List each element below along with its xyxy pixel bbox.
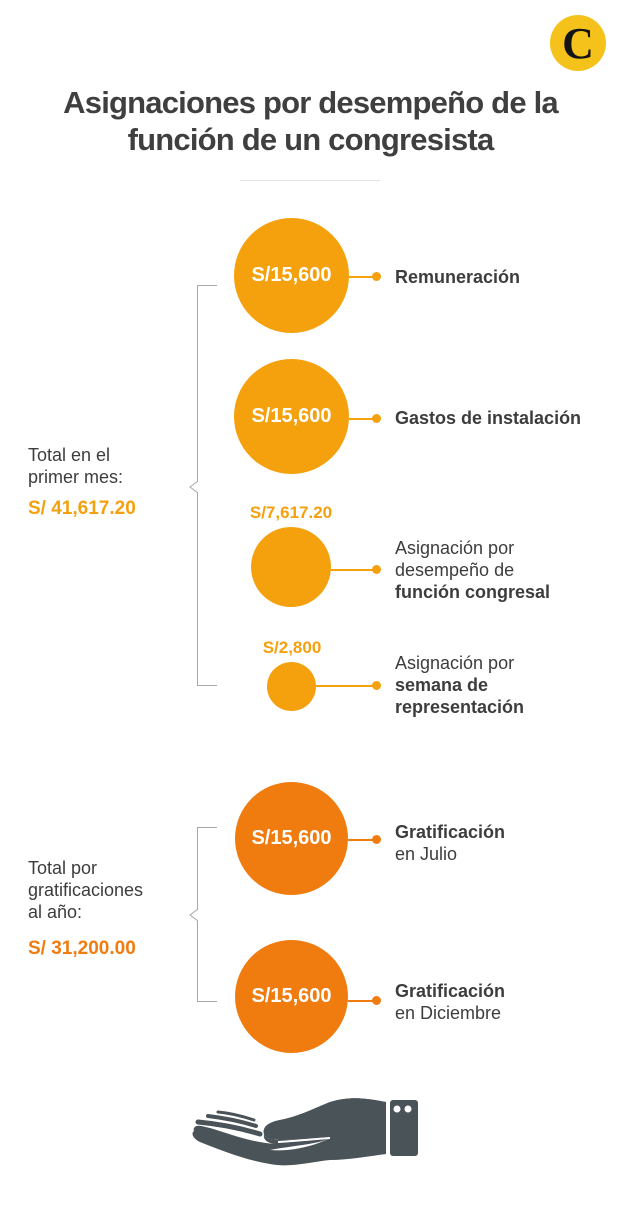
funcion-congresal-amount: S/7,617.20 <box>249 503 333 522</box>
el-comercio-logo: C <box>550 15 606 71</box>
bonus-total-label-line-1: Total por <box>28 858 98 878</box>
semana-representacion-amount: S/2,800 <box>262 638 322 657</box>
remuneracion-label: Remuneración <box>395 266 520 288</box>
gastos-instalacion-label-text: Gastos de instalación <box>395 408 582 428</box>
gratificacion-julio-label: Gratificación en Julio <box>395 821 505 865</box>
gratificacion-julio-connector <box>348 839 376 841</box>
gratificacion-diciembre-label-regular: en Diciembre <box>395 1003 502 1023</box>
bonus-total-label: Total por gratificaciones al año: <box>28 857 143 923</box>
gastos-instalacion-amount: S/15,600 <box>251 405 332 427</box>
funcion-congresal-label-bold: función congresal <box>395 582 551 602</box>
monthly-total-value: S/ 41,617.20 <box>28 498 136 519</box>
gastos-instalacion-circle: S/15,600 <box>234 359 349 474</box>
gratificacion-julio-label-regular: en Julio <box>395 844 458 864</box>
open-hand-icon <box>190 1094 422 1175</box>
bonus-total-label-line-2: gratificaciones <box>28 880 144 900</box>
bracket-notch-icon <box>189 481 199 493</box>
semana-representacion-circle <box>267 662 316 711</box>
funcion-congresal-label-line-1: Asignación por <box>395 538 515 558</box>
semana-representacion-label-line-1: Asignación por <box>395 653 515 673</box>
gastos-instalacion-dot-icon <box>372 414 381 423</box>
gratificacion-diciembre-label-bold: Gratificación <box>395 981 506 1001</box>
monthly-total-label-line-2: primer mes: <box>28 467 124 487</box>
semana-representacion-label-bold-1: semana de <box>395 675 489 695</box>
monthly-bracket <box>189 285 217 686</box>
gratificacion-julio-circle: S/15,600 <box>235 782 348 895</box>
monthly-total-label-line-1: Total en el <box>28 445 111 465</box>
title-line-1: Asignaciones por desempeño de la <box>63 85 558 120</box>
gratificacion-diciembre-dot-icon <box>372 996 381 1005</box>
gratificacion-julio-label-bold: Gratificación <box>395 822 506 842</box>
logo-c-glyph: C <box>562 19 594 68</box>
bonus-total-value: S/ 31,200.00 <box>28 938 136 959</box>
gratificacion-diciembre-amount: S/15,600 <box>251 985 332 1007</box>
remuneracion-connector <box>349 276 376 278</box>
funcion-congresal-label-line-2: desempeño de <box>395 560 515 580</box>
gastos-instalacion-connector <box>349 418 376 420</box>
remuneracion-label-text: Remuneración <box>395 267 521 287</box>
funcion-congresal-label: Asignación por desempeño de función cong… <box>395 537 550 603</box>
remuneracion-amount: S/15,600 <box>251 264 332 286</box>
funcion-congresal-circle <box>251 527 331 607</box>
remuneracion-circle: S/15,600 <box>234 218 349 333</box>
gratificacion-julio-amount: S/15,600 <box>251 827 332 849</box>
monthly-total-label: Total en el primer mes: <box>28 444 123 488</box>
remuneracion-dot-icon <box>372 272 381 281</box>
semana-representacion-label-bold-2: representación <box>395 697 525 717</box>
funcion-congresal-connector <box>331 569 376 571</box>
gratificacion-julio-dot-icon <box>372 835 381 844</box>
bracket-notch-icon <box>189 909 199 921</box>
gastos-instalacion-label: Gastos de instalación <box>395 407 581 429</box>
semana-representacion-label: Asignación por semana de representación <box>395 652 524 718</box>
title-divider <box>240 180 380 181</box>
gratificacion-diciembre-connector <box>348 1000 376 1002</box>
funcion-congresal-dot-icon <box>372 565 381 574</box>
page-title: Asignaciones por desempeño de la función… <box>0 84 621 158</box>
bonus-bracket <box>189 827 217 1002</box>
bonus-total-label-line-3: al año: <box>28 902 83 922</box>
title-line-2: función de un congresista <box>127 122 495 157</box>
gratificacion-diciembre-label: Gratificación en Diciembre <box>395 980 505 1024</box>
semana-representacion-connector <box>316 685 376 687</box>
semana-representacion-dot-icon <box>372 681 381 690</box>
gratificacion-diciembre-circle: S/15,600 <box>235 940 348 1053</box>
